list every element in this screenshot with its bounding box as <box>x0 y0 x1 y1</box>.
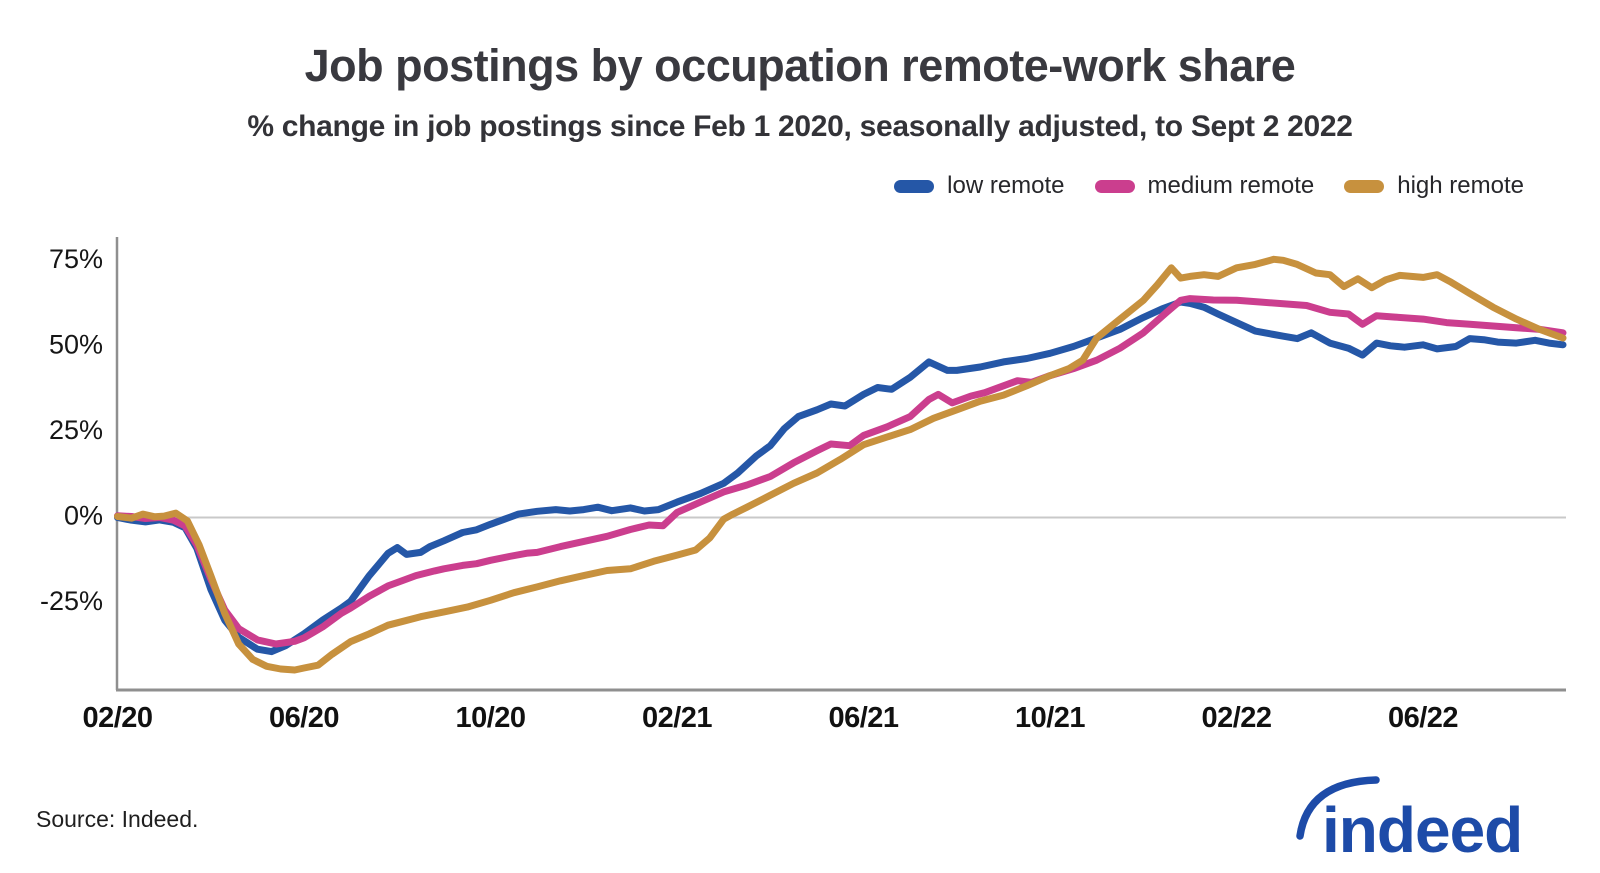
y-tick-75: 75% <box>49 244 103 274</box>
x-tick-0222: 02/22 <box>1201 702 1271 734</box>
legend-swatch-high-remote-icon <box>1344 179 1385 193</box>
legend-swatch-low-remote-icon <box>894 179 935 193</box>
source-note: Source: Indeed. <box>36 806 199 832</box>
indeed-logo: indeed <box>1288 762 1538 866</box>
y-tick-50: 50% <box>49 330 103 360</box>
series-line-high-remote <box>114 255 1567 674</box>
y-tick-25: 25% <box>49 415 103 445</box>
indeed-logo-text: indeed <box>1322 794 1522 862</box>
legend-item-high-remote: high remote <box>1344 172 1524 200</box>
series-line-medium-remote <box>114 295 1567 648</box>
x-tick-0620: 06/20 <box>269 702 339 734</box>
x-tick-0622: 06/22 <box>1388 702 1458 734</box>
legend-label-high-remote: high remote <box>1397 172 1524 199</box>
series-line-low-remote <box>114 298 1567 656</box>
legend: low remote medium remote high remote <box>894 172 1524 200</box>
x-tick-0220: 02/20 <box>82 702 152 734</box>
x-tick-0221: 02/21 <box>642 702 712 734</box>
x-tick-1020: 10/20 <box>455 702 525 734</box>
legend-label-low-remote: low remote <box>947 172 1065 199</box>
page-title: Job postings by occupation remote-work s… <box>304 40 1296 91</box>
indeed-logo-swoosh-icon <box>1296 776 1380 840</box>
legend-swatch-medium-remote-icon <box>1094 179 1135 193</box>
x-tick-1021: 10/21 <box>1015 702 1085 734</box>
legend-item-medium-remote: medium remote <box>1094 172 1315 200</box>
chart-subtitle: % change in job postings since Feb 1 202… <box>247 110 1353 143</box>
y-tick-0: 0% <box>64 501 103 531</box>
legend-label-medium-remote: medium remote <box>1147 172 1315 199</box>
legend-item-low-remote: low remote <box>894 172 1065 200</box>
series-layer <box>114 255 1567 674</box>
x-tick-0621: 06/21 <box>828 702 898 734</box>
y-tick-neg25: -25% <box>40 586 103 616</box>
